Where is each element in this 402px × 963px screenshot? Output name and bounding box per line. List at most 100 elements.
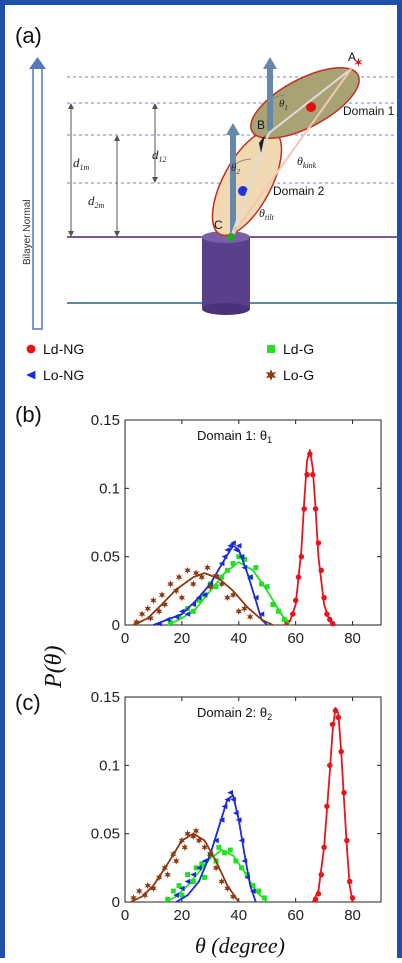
data-point-ld-g xyxy=(185,872,191,878)
data-point-lo-ng xyxy=(221,803,228,810)
data-point-lo-g xyxy=(172,587,180,595)
data-point-lo-g xyxy=(170,850,177,858)
data-point-lo-ng xyxy=(173,614,179,620)
data-point-lo-ng xyxy=(252,594,259,601)
data-point-lo-ng xyxy=(235,542,242,549)
domain-1-ellipse xyxy=(250,67,360,139)
data-point-ld-g xyxy=(256,888,262,894)
data-point-ld-g xyxy=(253,565,259,571)
data-point-ld-ng xyxy=(327,616,333,623)
legend-marker-ld-ng xyxy=(26,344,36,354)
data-point-lo-g xyxy=(167,580,174,588)
data-point-ld-ng xyxy=(341,789,347,796)
data-point-lo-g xyxy=(184,829,191,838)
data-point-lo-ng xyxy=(218,817,225,823)
theta-tilt-label: θtilt xyxy=(259,206,275,222)
data-point-ld-ng xyxy=(312,506,319,512)
fit-line-ld-ng xyxy=(283,449,337,626)
point-c-label: C xyxy=(214,218,223,232)
data-point-ld-g xyxy=(259,581,265,587)
data-point-lo-ng xyxy=(195,594,202,601)
data-point-lo-g xyxy=(161,600,169,609)
data-point-ld-ng xyxy=(321,594,327,601)
data-point-lo-ng xyxy=(201,592,208,598)
data-point-lo-ng xyxy=(250,888,256,894)
data-point-lo-g xyxy=(138,610,146,618)
data-point-ld-g xyxy=(224,567,230,573)
data-point-lo-ng xyxy=(218,560,225,567)
data-point-lo-ng xyxy=(232,547,239,553)
data-point-lo-g xyxy=(184,566,191,575)
theta2-arc xyxy=(233,158,252,166)
legend: Ld-NG Ld-G Lo-NG Lo-G xyxy=(26,341,314,383)
bilayer-normal-arrow-shaft xyxy=(32,66,43,330)
cylinder-top xyxy=(202,231,250,243)
data-point-lo-ng xyxy=(190,871,197,878)
data-point-lo-ng xyxy=(184,611,191,617)
data-point-ld-g xyxy=(233,858,239,864)
theta1-label: θ1 xyxy=(279,98,288,112)
data-point-lo-ng xyxy=(238,553,245,560)
data-point-ld-ng xyxy=(321,844,327,851)
data-point-ld-ng xyxy=(318,567,325,574)
data-point-lo-g xyxy=(204,563,211,572)
d12-label: d12 xyxy=(152,147,167,164)
data-point-lo-g xyxy=(190,580,197,588)
point-c-marker xyxy=(227,233,235,241)
backbone-lines xyxy=(230,68,352,238)
data-point-ld-g xyxy=(281,617,287,623)
data-point-ld-g xyxy=(276,608,282,614)
joint-reference-arrows xyxy=(226,57,277,235)
data-point-ld-ng xyxy=(307,451,313,457)
panel-label-a: (a) xyxy=(15,23,42,48)
data-point-ld-ng xyxy=(292,597,299,604)
legend-label-ld-ng: Ld-NG xyxy=(43,341,84,357)
data-point-lo-g xyxy=(201,843,208,852)
data-point-lo-g xyxy=(198,573,206,581)
cylinder-bottom xyxy=(202,303,250,315)
data-point-ld-g xyxy=(165,896,171,902)
data-point-ld-ng xyxy=(315,540,322,546)
data-point-lo-g xyxy=(212,572,220,580)
data-point-lo-ng xyxy=(224,796,231,803)
data-point-lo-ng xyxy=(178,885,185,892)
data-point-ld-ng xyxy=(349,895,356,901)
data-point-lo-g xyxy=(155,873,163,882)
data-point-lo-ng xyxy=(247,574,253,580)
data-point-lo-ng xyxy=(232,810,239,816)
data-point-lo-g xyxy=(155,607,163,616)
legend-marker-ld-g xyxy=(267,345,275,353)
domain-2-center xyxy=(238,186,248,196)
data-point-ld-g xyxy=(196,597,202,603)
data-point-ld-g xyxy=(216,844,222,850)
legend-marker-lo-g xyxy=(265,369,277,381)
data-point-lo-ng xyxy=(156,620,162,627)
data-point-ld-ng xyxy=(338,748,344,755)
legend-label-ld-g: Ld-G xyxy=(283,341,314,357)
y-tick-label: 0 xyxy=(112,894,120,911)
data-point-ld-g xyxy=(190,879,196,884)
domain-1-center xyxy=(306,102,316,112)
x-tick-label: 0 xyxy=(121,630,129,647)
point-a-label: A xyxy=(348,50,356,64)
data-point-ld-g xyxy=(179,892,185,898)
distance-arrow-heads xyxy=(68,103,158,237)
data-point-lo-g xyxy=(207,850,214,858)
data-point-ld-g xyxy=(176,883,182,889)
data-point-ld-ng xyxy=(315,891,322,897)
data-point-lo-g xyxy=(150,596,157,605)
x-tick-label: 0 xyxy=(121,907,129,924)
y-tick-label: 0.15 xyxy=(91,689,120,706)
y-tick-label: 0.15 xyxy=(91,412,120,429)
x-tick-label: 40 xyxy=(230,630,247,647)
data-point-lo-ng xyxy=(258,611,265,617)
data-point-ld-g xyxy=(176,614,182,620)
d2m-label: d2m xyxy=(88,193,105,210)
x-tick-label: 80 xyxy=(344,907,361,924)
distance-arrows xyxy=(70,105,156,235)
data-point-lo-g xyxy=(224,593,231,602)
data-point-lo-g xyxy=(235,607,243,616)
data-point-ld-ng xyxy=(344,837,350,844)
legend-marker-lo-ng xyxy=(26,370,36,380)
